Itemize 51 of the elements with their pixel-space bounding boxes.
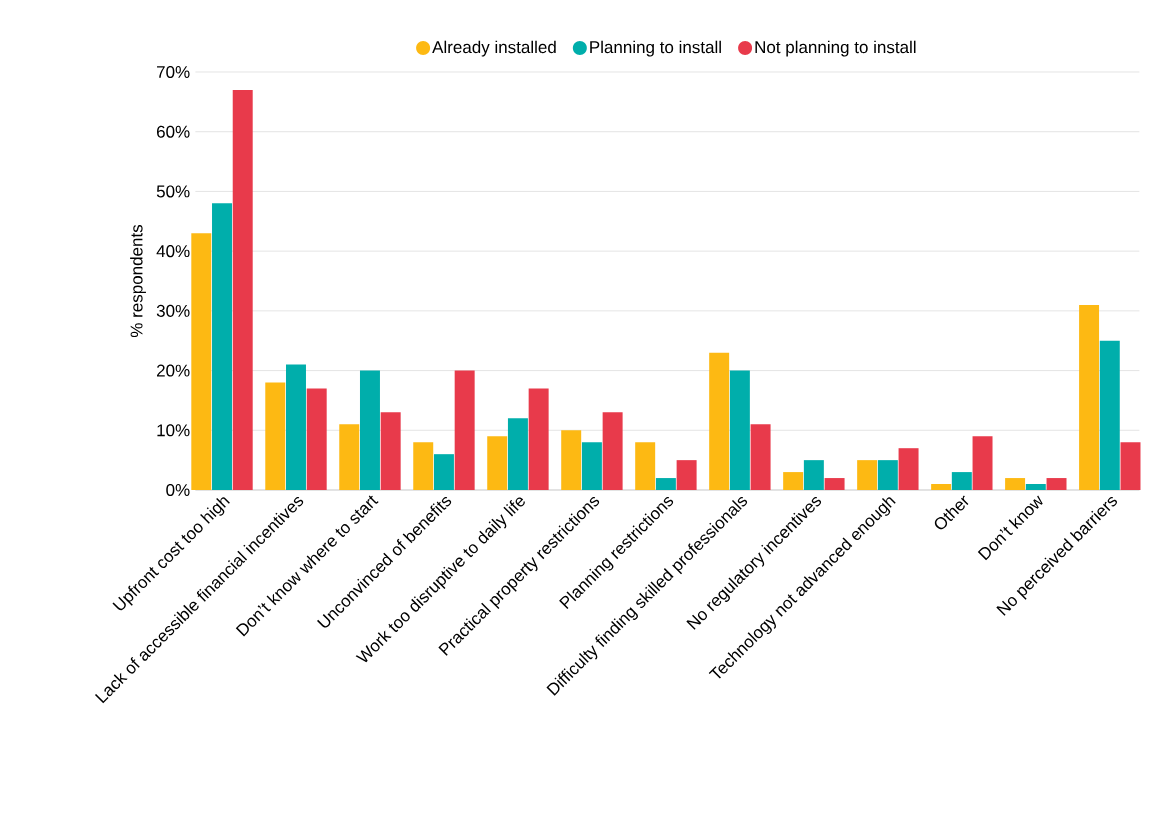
y-tick-label: 60%: [157, 125, 190, 138]
bar: [191, 233, 212, 490]
bar: [931, 484, 952, 490]
y-tick-label: 30%: [156, 304, 190, 317]
bar: [1046, 478, 1067, 490]
bar: [359, 370, 380, 490]
legend-label: Not planning to install: [755, 40, 916, 57]
bar: [676, 460, 697, 490]
y-axis-title: % respondents: [130, 224, 146, 338]
bar: [750, 424, 771, 490]
bar: [454, 370, 475, 490]
bar: [306, 388, 327, 490]
bar: [857, 460, 878, 490]
y-tick-label: 0%: [166, 483, 190, 497]
y-tick-label: 20%: [157, 364, 190, 377]
bar: [824, 478, 845, 490]
y-tick-label: 40%: [156, 245, 190, 258]
legend-label: Planning to install: [590, 40, 721, 57]
bar: [581, 442, 602, 490]
bar: [265, 382, 286, 490]
bar: [1099, 340, 1120, 490]
bar: [413, 442, 434, 490]
bar: [1025, 484, 1046, 490]
bar: [232, 89, 253, 490]
bar: [635, 442, 656, 490]
bar: [602, 412, 623, 490]
bar: [1005, 478, 1026, 490]
bar: [783, 472, 804, 490]
bar: [951, 472, 972, 490]
bar: [528, 388, 549, 490]
bar: [972, 436, 993, 490]
bar: [487, 436, 508, 490]
bar: [709, 352, 730, 490]
bar: [803, 460, 824, 490]
bar: [655, 478, 676, 490]
legend-label: Already installed: [432, 40, 556, 57]
bar: [877, 460, 898, 490]
y-tick-label: 50%: [156, 185, 190, 198]
bar: [339, 424, 360, 490]
bar: [1120, 442, 1141, 490]
bar: [433, 454, 454, 490]
bar: [212, 203, 232, 490]
bar: [898, 448, 919, 490]
y-tick-label: 10%: [157, 424, 190, 437]
y-tick-label: 70%: [157, 65, 190, 79]
bar: [507, 418, 528, 490]
bar: [561, 430, 582, 490]
bar: [380, 412, 401, 490]
bar: [729, 370, 750, 490]
bar: [286, 364, 306, 490]
bar: [1079, 304, 1100, 490]
